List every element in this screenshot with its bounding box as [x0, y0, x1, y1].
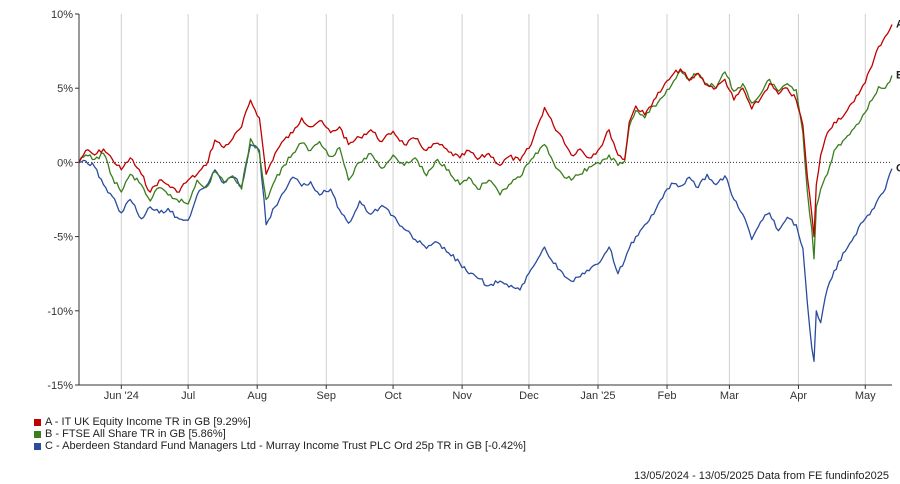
legend-swatch-c	[34, 442, 41, 450]
y-tick-label: 10%	[51, 9, 73, 21]
y-tick-label: 0%	[57, 157, 73, 169]
series-end-label-c: C	[896, 163, 900, 175]
series-end-label-b: B	[896, 69, 900, 81]
legend-item-b: B - FTSE All Share TR in GB [5.86%]	[34, 428, 526, 440]
legend-item-c: C - Aberdeen Standard Fund Managers Ltd …	[34, 440, 526, 452]
legend-item-a: A - IT UK Equity Income TR in GB [9.29%]	[34, 416, 526, 428]
legend: A - IT UK Equity Income TR in GB [9.29%]…	[34, 416, 526, 452]
date-range: 13/05/2024 - 13/05/2025	[633, 470, 754, 482]
x-tick-label: Nov	[452, 390, 472, 402]
x-tick-label: Jun '24	[104, 390, 139, 402]
legend-label-c: C - Aberdeen Standard Fund Managers Ltd …	[45, 440, 526, 452]
y-tick-label: 5%	[57, 83, 73, 95]
series-line-a	[78, 24, 893, 238]
legend-label-a: A - IT UK Equity Income TR in GB [9.29%]	[45, 416, 251, 428]
series-end-label-a: A	[896, 19, 900, 31]
grid	[79, 14, 892, 385]
axes: 10% 5% 0% -5% -10% -15% Jun '24 Jul Aug Sep Oct Nov…	[47, 9, 900, 402]
data-source: Data from FE fundinfo2025	[756, 470, 889, 482]
footer-caption: 13/05/2024 - 13/05/2025 Data from FE fun…	[634, 470, 889, 482]
legend-swatch-a	[34, 418, 41, 426]
x-tick-label: Mar	[720, 390, 739, 402]
legend-label-b: B - FTSE All Share TR in GB [5.86%]	[45, 428, 226, 440]
x-tick-label: May	[855, 390, 876, 402]
x-tick-label: Apr	[790, 390, 807, 402]
x-tick-label: Feb	[658, 390, 677, 402]
y-tick-label: -10%	[47, 306, 73, 318]
legend-swatch-b	[34, 430, 41, 438]
x-tick-label: Oct	[385, 390, 402, 402]
series-line-b	[78, 69, 893, 260]
x-tick-label: Jan '25	[580, 390, 615, 402]
x-tick-label: Sep	[316, 390, 336, 402]
series-lines	[78, 24, 893, 362]
y-tick-label: -15%	[47, 380, 73, 392]
y-tick-label: -5%	[53, 232, 73, 244]
x-tick-label: Jul	[181, 390, 195, 402]
x-tick-label: Dec	[519, 390, 539, 402]
x-tick-label: Aug	[247, 390, 267, 402]
series-line-c	[78, 143, 893, 362]
